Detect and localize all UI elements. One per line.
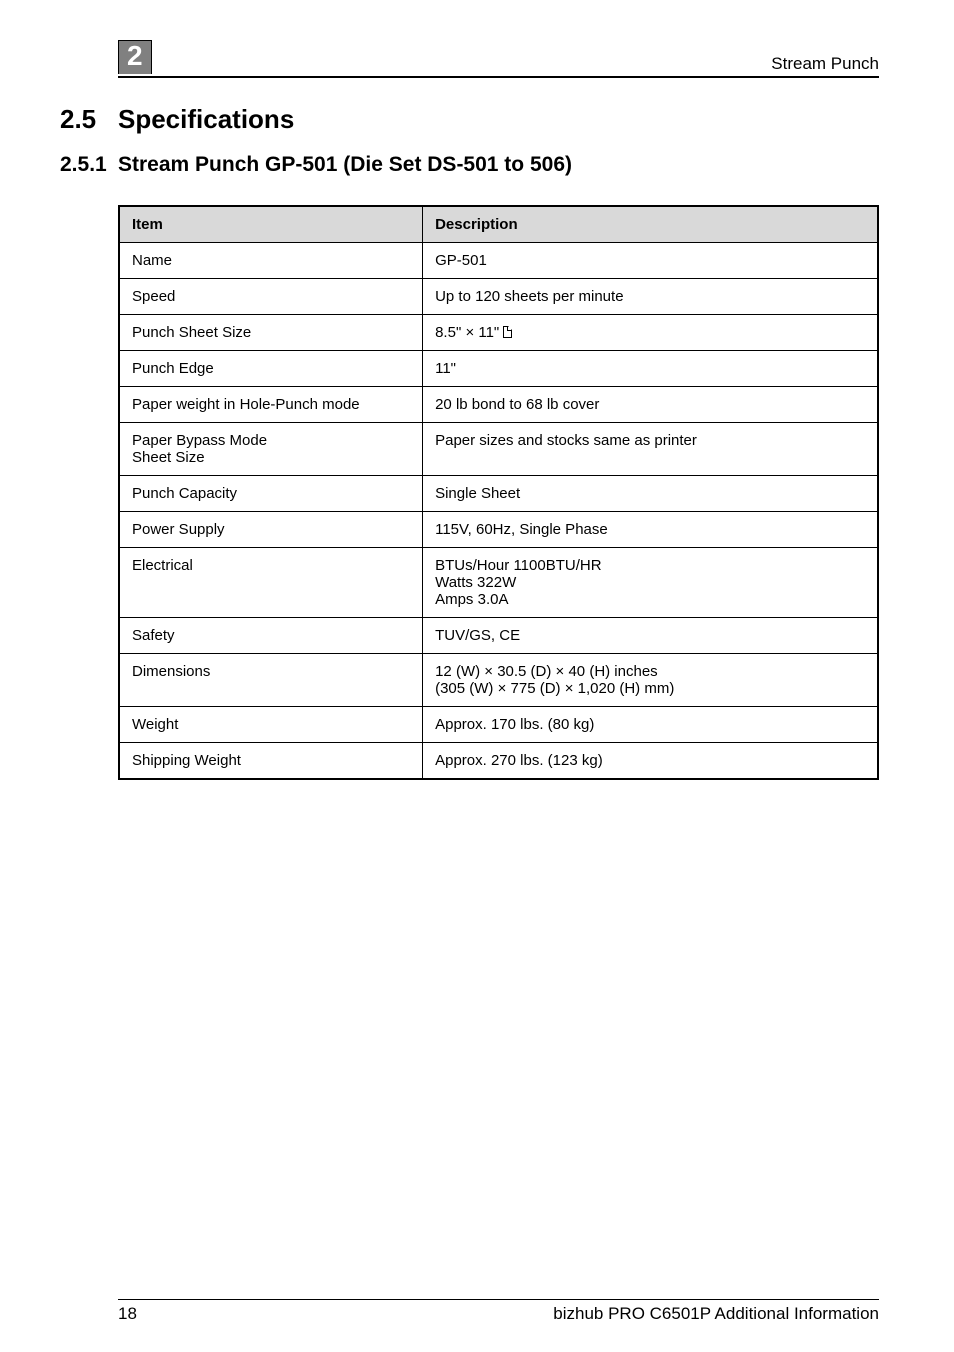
portrait-page-icon bbox=[503, 326, 512, 338]
table-row: Paper Bypass ModeSheet SizePaper sizes a… bbox=[119, 422, 878, 475]
cell-description: 8.5" × 11" bbox=[423, 314, 878, 350]
cell-item: Power Supply bbox=[119, 511, 423, 547]
table-row: Dimensions12 (W) × 30.5 (D) × 40 (H) inc… bbox=[119, 653, 878, 706]
table-row: SpeedUp to 120 sheets per minute bbox=[119, 278, 878, 314]
cell-description: Paper sizes and stocks same as printer bbox=[423, 422, 878, 475]
cell-item: Dimensions bbox=[119, 653, 423, 706]
cell-description: BTUs/Hour 1100BTU/HRWatts 322WAmps 3.0A bbox=[423, 547, 878, 617]
cell-item: Speed bbox=[119, 278, 423, 314]
cell-description: 12 (W) × 30.5 (D) × 40 (H) inches(305 (W… bbox=[423, 653, 878, 706]
page-number: 18 bbox=[118, 1304, 137, 1324]
cell-description: Approx. 170 lbs. (80 kg) bbox=[423, 706, 878, 742]
heading-2-text: Stream Punch GP-501 (Die Set DS-501 to 5… bbox=[118, 153, 572, 176]
cell-item: Punch Edge bbox=[119, 350, 423, 386]
table-row: Punch Edge11" bbox=[119, 350, 878, 386]
column-header-item: Item bbox=[119, 206, 423, 243]
heading-2-number: 2.5.1 bbox=[60, 153, 118, 177]
table-row: WeightApprox. 170 lbs. (80 kg) bbox=[119, 706, 878, 742]
cell-description: Single Sheet bbox=[423, 475, 878, 511]
table-row: NameGP-501 bbox=[119, 242, 878, 278]
cell-item: Punch Sheet Size bbox=[119, 314, 423, 350]
cell-description: 115V, 60Hz, Single Phase bbox=[423, 511, 878, 547]
table-row: Punch Sheet Size8.5" × 11" bbox=[119, 314, 878, 350]
table-row: Shipping WeightApprox. 270 lbs. (123 kg) bbox=[119, 742, 878, 779]
cell-description: Approx. 270 lbs. (123 kg) bbox=[423, 742, 878, 779]
page-footer: 18 bizhub PRO C6501P Additional Informat… bbox=[118, 1299, 879, 1324]
cell-item: Punch Capacity bbox=[119, 475, 423, 511]
section-number-badge: 2 bbox=[118, 40, 152, 74]
heading-1-number: 2.5 bbox=[60, 104, 118, 135]
table-row: Power Supply115V, 60Hz, Single Phase bbox=[119, 511, 878, 547]
document-title: bizhub PRO C6501P Additional Information bbox=[553, 1304, 879, 1324]
table-row: Punch CapacitySingle Sheet bbox=[119, 475, 878, 511]
cell-item: Paper weight in Hole-Punch mode bbox=[119, 386, 423, 422]
cell-item: Shipping Weight bbox=[119, 742, 423, 779]
column-header-description: Description bbox=[423, 206, 878, 243]
table-row: SafetyTUV/GS, CE bbox=[119, 617, 878, 653]
cell-item: Weight bbox=[119, 706, 423, 742]
cell-description: 11" bbox=[423, 350, 878, 386]
heading-1-text: Specifications bbox=[118, 104, 294, 134]
cell-item: Paper Bypass ModeSheet Size bbox=[119, 422, 423, 475]
cell-description: TUV/GS, CE bbox=[423, 617, 878, 653]
heading-level-2: 2.5.1Stream Punch GP-501 (Die Set DS-501… bbox=[60, 153, 879, 177]
table-header-row: Item Description bbox=[119, 206, 878, 243]
heading-level-1: 2.5Specifications bbox=[60, 104, 879, 135]
page-header: 2 Stream Punch bbox=[118, 40, 879, 78]
cell-item: Electrical bbox=[119, 547, 423, 617]
table-row: Paper weight in Hole-Punch mode20 lb bon… bbox=[119, 386, 878, 422]
specifications-table: Item Description NameGP-501SpeedUp to 12… bbox=[118, 205, 879, 780]
running-head: Stream Punch bbox=[771, 54, 879, 74]
cell-description: Up to 120 sheets per minute bbox=[423, 278, 878, 314]
cell-item: Name bbox=[119, 242, 423, 278]
cell-description: GP-501 bbox=[423, 242, 878, 278]
table-row: ElectricalBTUs/Hour 1100BTU/HRWatts 322W… bbox=[119, 547, 878, 617]
cell-item: Safety bbox=[119, 617, 423, 653]
cell-description: 20 lb bond to 68 lb cover bbox=[423, 386, 878, 422]
